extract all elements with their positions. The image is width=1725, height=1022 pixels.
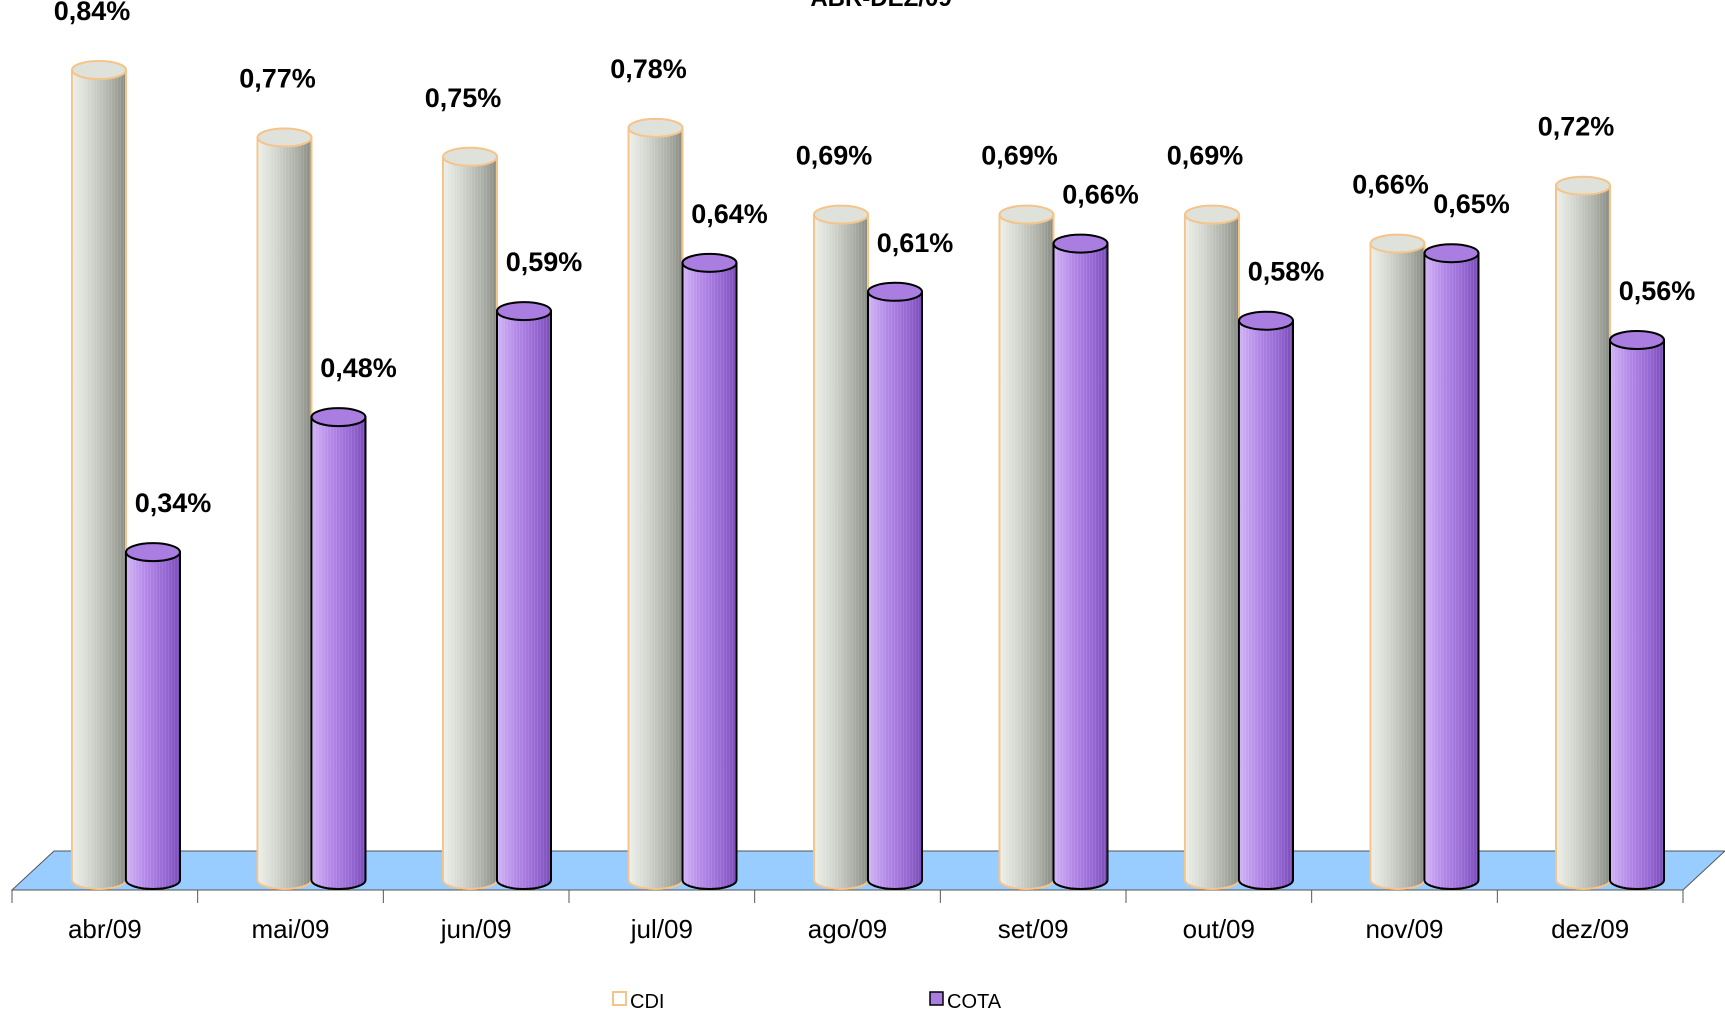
legend: CDI COTA <box>612 991 1002 1013</box>
bar-top <box>627 117 684 138</box>
bar-texture <box>868 291 922 889</box>
bar-cota <box>1423 243 1480 890</box>
data-label-cota: 0,65% <box>1433 189 1510 219</box>
bar-cota <box>125 542 181 890</box>
x-tick-label: set/09 <box>998 914 1069 944</box>
bar-top <box>1052 233 1109 254</box>
bar-texture <box>1185 214 1239 890</box>
x-tick-label: mai/09 <box>251 914 329 944</box>
bar-texture <box>72 70 126 889</box>
bar-top <box>1609 330 1665 350</box>
data-label-cota: 0,61% <box>877 228 954 258</box>
bar-top <box>256 127 313 148</box>
data-label-cota: 0,59% <box>506 247 583 277</box>
bar-texture <box>628 127 683 890</box>
bar-top <box>71 60 127 80</box>
bar-cdi <box>1369 233 1426 890</box>
bar-texture <box>1239 320 1293 889</box>
x-tick-label: out/09 <box>1183 914 1255 944</box>
bar-top <box>125 542 181 563</box>
data-label-cdi: 0,69% <box>1167 141 1244 171</box>
x-axis: abr/09 mai/09 jun/09 jul/09 ago/09 set/09 out/… <box>11 889 1684 944</box>
bar-texture <box>443 156 497 890</box>
bar-cdi <box>71 60 127 890</box>
bar-cota <box>496 301 552 890</box>
bar-top <box>1184 204 1240 225</box>
x-tick-label: dez/09 <box>1551 914 1629 944</box>
bar-top <box>310 407 367 428</box>
data-label-cdi: 0,78% <box>610 54 687 84</box>
data-label-cdi: 0,77% <box>239 64 316 94</box>
bar-texture <box>999 214 1054 890</box>
bar-cdi <box>442 146 498 890</box>
legend-label-cota: COTA <box>947 991 1002 1013</box>
data-label-cdi: 0,75% <box>425 83 502 113</box>
bars-layer <box>71 60 1665 890</box>
bar-texture <box>1556 185 1610 889</box>
bar-top <box>496 301 552 322</box>
bar-texture <box>1053 243 1108 890</box>
data-label-cota: 0,48% <box>320 353 397 383</box>
bar-top <box>1238 310 1294 331</box>
x-tick-label: abr/09 <box>68 914 142 944</box>
bar-top <box>1555 175 1611 196</box>
bar-top <box>1423 243 1480 264</box>
bar-top <box>1369 233 1426 254</box>
x-tick-label: jun/09 <box>440 914 512 944</box>
bar-cota <box>1238 310 1294 890</box>
bar-cota <box>1609 330 1665 890</box>
bar-cota <box>867 281 923 890</box>
chart-title: ABR-DEZ/09 <box>810 0 951 12</box>
data-label-cota: 0,58% <box>1248 257 1325 287</box>
bar-cdi <box>998 204 1055 890</box>
legend-swatch-cota <box>929 991 944 1006</box>
data-label-cdi: 0,66% <box>1352 170 1429 200</box>
bar-cdi <box>1184 204 1240 890</box>
bar-top <box>813 204 869 225</box>
data-label-cota: 0,66% <box>1062 180 1139 210</box>
x-tick-label: nov/09 <box>1365 914 1443 944</box>
bar-cdi <box>627 117 684 890</box>
bar-texture <box>682 262 737 889</box>
bar-top <box>681 252 738 273</box>
bar-top <box>867 281 923 302</box>
bar-cdi <box>256 127 313 890</box>
bar-texture <box>257 137 312 889</box>
bar-cdi <box>813 204 869 890</box>
bar-texture <box>311 417 366 889</box>
bar-cota <box>1052 233 1109 890</box>
data-labels-layer: 0,84%0,77%0,75%0,78%0,69% 0,69% 0,69%0,66%… <box>54 0 1696 518</box>
data-label-cota: 0,64% <box>691 199 768 229</box>
data-label-cdi: 0,84% <box>54 0 131 26</box>
bar-texture <box>1424 253 1479 889</box>
bar-top <box>998 204 1055 225</box>
bar-cota <box>681 252 738 890</box>
x-tick-label: ago/09 <box>808 914 888 944</box>
bar-cdi <box>1555 175 1611 890</box>
bar-texture <box>1610 340 1664 889</box>
bar-top <box>442 146 498 167</box>
bar-texture <box>126 552 180 889</box>
bar-cota <box>310 407 367 890</box>
x-tick-label: jul/09 <box>630 914 693 944</box>
data-label-cdi: 0,69% <box>981 141 1058 171</box>
bar-texture <box>814 214 868 890</box>
data-label-cdi: 0,69% <box>796 141 873 171</box>
data-label-cdi: 0,72% <box>1538 112 1615 142</box>
legend-label-cdi: CDI <box>630 991 664 1013</box>
bar-texture <box>1370 243 1425 890</box>
data-label-cota: 0,56% <box>1619 276 1696 306</box>
data-label-cota: 0,34% <box>135 488 212 518</box>
legend-swatch-cdi <box>612 991 627 1006</box>
bar-texture <box>497 311 551 890</box>
